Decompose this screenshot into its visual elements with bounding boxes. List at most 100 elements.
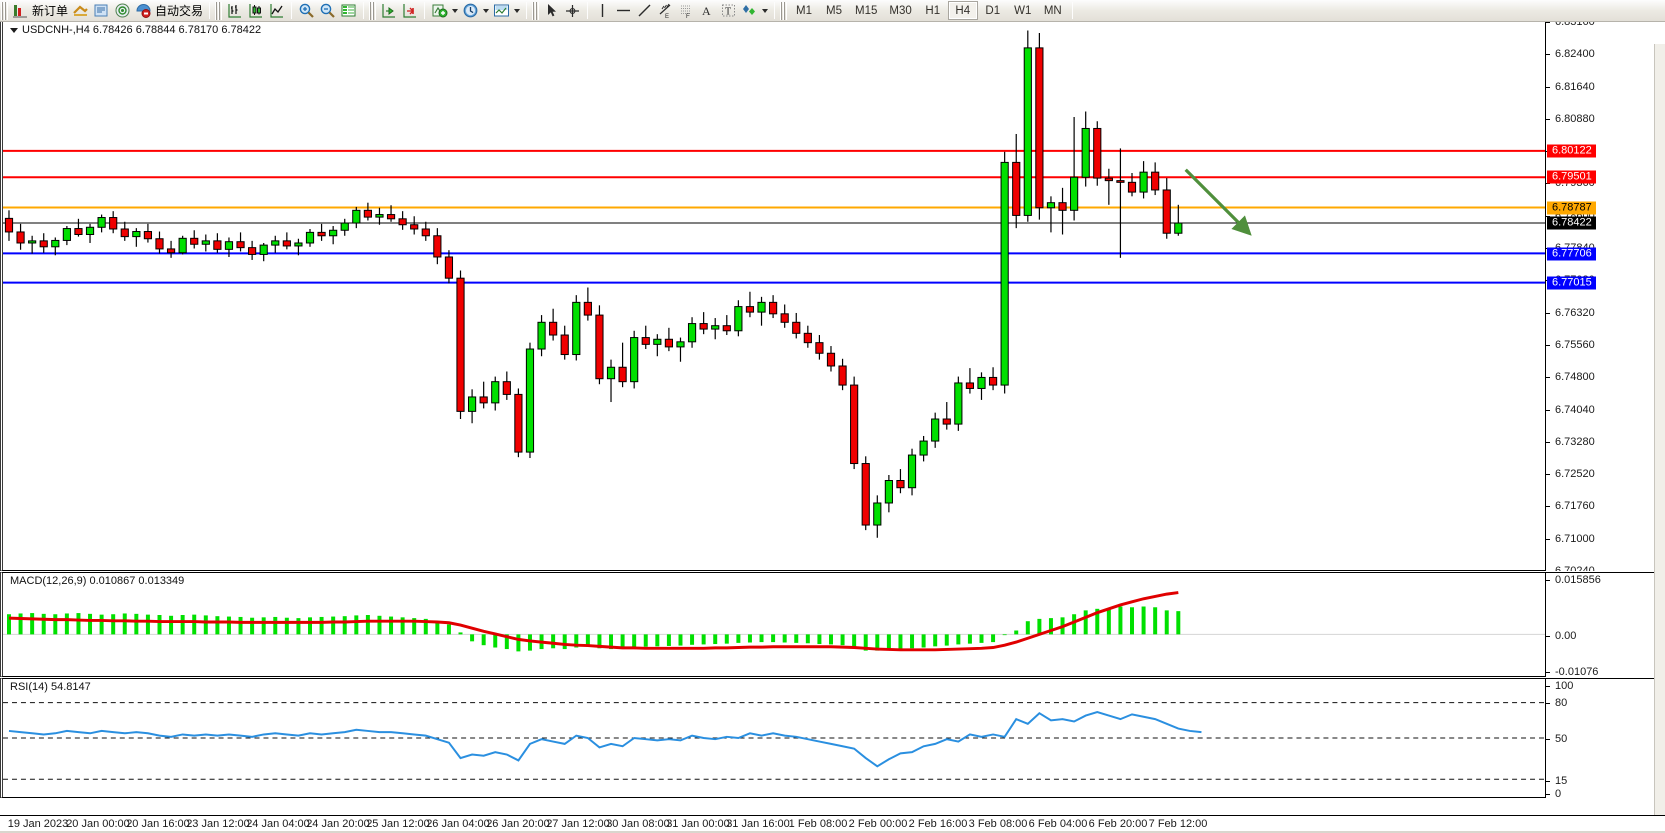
symbol-caret-icon[interactable]: [10, 27, 18, 33]
candle-body: [1104, 177, 1113, 182]
candle-body: [1046, 202, 1056, 209]
auto-scroll-button[interactable]: [399, 1, 420, 21]
candle-body: [51, 239, 60, 248]
candle-body: [120, 228, 129, 238]
candle-body: [850, 384, 859, 465]
rsi-pane[interactable]: RSI(14) 54.8147: [0, 678, 1545, 798]
candle-body: [792, 321, 801, 334]
time-tick: 24 Jan 04:00: [246, 818, 310, 830]
candle-body: [1139, 171, 1148, 193]
time-tick: 31 Jan 00:00: [666, 818, 730, 830]
bar-chart-button[interactable]: [70, 1, 91, 21]
crosshair-button[interactable]: [562, 1, 583, 21]
shapes-button[interactable]: [739, 1, 770, 21]
level-tag-current-price[interactable]: 6.78422: [1547, 216, 1596, 230]
text-box-icon: T: [722, 4, 736, 18]
horizontal-line-button[interactable]: [613, 1, 634, 21]
vertical-line-button[interactable]: [592, 1, 613, 21]
candle-body: [907, 454, 917, 489]
timeframe-m1[interactable]: M1: [796, 4, 813, 17]
timeframe-mn[interactable]: MN: [1043, 4, 1062, 17]
candle-body: [525, 348, 535, 453]
time-scale[interactable]: 19 Jan 2023 20 Jan 00:00 20 Jan 16:00 23 Ja…: [0, 815, 1665, 833]
chart-area: USDCNH-,H4 6.78426 6.78844 6.78170 6.784…: [0, 22, 1665, 833]
period-button[interactable]: [460, 1, 491, 21]
zoom-out-button[interactable]: [317, 1, 338, 21]
add-indicator-caret-icon[interactable]: [452, 8, 459, 13]
chart-shift-icon: [382, 4, 396, 18]
time-tick: 26 Jan 04:00: [426, 818, 490, 830]
macd-scale[interactable]: 0.015856 0.00 -0.01076: [1545, 572, 1665, 677]
level-tag-resistance-1[interactable]: 6.80122: [1547, 144, 1596, 158]
signals-button[interactable]: [112, 1, 133, 21]
text-box-button[interactable]: T: [718, 1, 739, 21]
price-tick: 6.82400: [1546, 48, 1595, 60]
chart-type-grip[interactable]: [215, 1, 223, 20]
timeframe-grip[interactable]: [780, 1, 788, 20]
chart-shift-button[interactable]: [378, 1, 399, 21]
text-label-icon: A: [702, 4, 711, 18]
templates-caret-icon[interactable]: [514, 8, 521, 13]
shapes-caret-icon[interactable]: [762, 8, 769, 13]
candle-body: [329, 229, 338, 237]
price-tick: 6.74040: [1546, 404, 1595, 416]
horizontal-line-icon: [617, 9, 631, 12]
new-order-icon: [13, 5, 27, 18]
toolbar-grip[interactable]: [1, 1, 8, 20]
timeframe-m15[interactable]: M15: [855, 4, 878, 17]
zoom-in-button[interactable]: [296, 1, 317, 21]
timeframe-m30[interactable]: M30: [889, 4, 912, 17]
candle-body: [861, 463, 870, 526]
level-tag-support-2[interactable]: 6.77015: [1547, 276, 1596, 290]
level-tag-pivot[interactable]: 6.78787: [1547, 201, 1596, 215]
templates-button[interactable]: [491, 1, 522, 21]
candle-body: [1000, 161, 1009, 386]
timeframe-d1[interactable]: D1: [985, 4, 1001, 17]
toolbar-separator-2: [291, 2, 293, 19]
price-pane-title-text: USDCNH-,H4 6.78426 6.78844 6.78170 6.784…: [22, 24, 262, 36]
timeframe-m5[interactable]: M5: [826, 4, 843, 17]
candle-body: [954, 382, 963, 425]
svg-text:A: A: [702, 4, 711, 18]
rsi-tick: 15: [1546, 775, 1567, 787]
auto-trading-button[interactable]: 自动交易: [133, 1, 205, 21]
elliott-wave-button[interactable]: E: [655, 1, 676, 21]
period-caret-icon[interactable]: [483, 8, 490, 13]
new-order-button[interactable]: 新订单: [10, 1, 70, 21]
level-tag-resistance-2[interactable]: 6.79501: [1547, 170, 1596, 184]
cursor-button[interactable]: [541, 1, 562, 21]
macd-pane[interactable]: MACD(12,26,9) 0.010867 0.013349: [0, 572, 1545, 677]
time-tick: 25 Jan 12:00: [366, 818, 430, 830]
line-chart-type-button[interactable]: [266, 1, 287, 21]
candle-body: [178, 237, 187, 254]
news-button[interactable]: [91, 1, 112, 21]
price-tick: 6.80880: [1546, 113, 1595, 125]
tools-grip[interactable]: [532, 1, 540, 20]
auto-trading-icon: [136, 4, 151, 18]
candlestick-chart-type-button[interactable]: [245, 1, 266, 21]
add-indicator-icon: [432, 4, 448, 18]
candle-body: [630, 337, 639, 383]
price-tick: 6.71760: [1546, 500, 1595, 512]
timeframe-w1[interactable]: W1: [1014, 4, 1032, 17]
bar-chart-type-button[interactable]: [224, 1, 245, 21]
price-scale[interactable]: 6.831606.824006.816406.808806.801206.793…: [1545, 22, 1665, 571]
candle-body: [456, 277, 465, 412]
price-pane[interactable]: USDCNH-,H4 6.78426 6.78844 6.78170 6.784…: [0, 22, 1545, 571]
candle-body: [803, 332, 812, 344]
time-tick: 19 Jan 2023: [7, 818, 69, 830]
chart-grid-button[interactable]: [338, 1, 359, 21]
rsi-tick: 100: [1546, 680, 1573, 692]
candle-body: [1081, 127, 1090, 178]
candle-body: [826, 352, 836, 367]
candle-body: [109, 217, 118, 230]
shift-grip[interactable]: [369, 1, 377, 20]
fibonacci-button[interactable]: F: [676, 1, 697, 21]
timeframe-h1[interactable]: H1: [925, 4, 941, 17]
text-label-button[interactable]: A: [697, 1, 718, 21]
timeframe-h4[interactable]: H4: [947, 1, 978, 20]
level-tag-support-1[interactable]: 6.77706: [1547, 247, 1596, 261]
add-indicator-button[interactable]: [429, 1, 460, 21]
rsi-scale[interactable]: 100 80 50 15 0: [1545, 678, 1665, 798]
trendline-button[interactable]: [634, 1, 655, 21]
